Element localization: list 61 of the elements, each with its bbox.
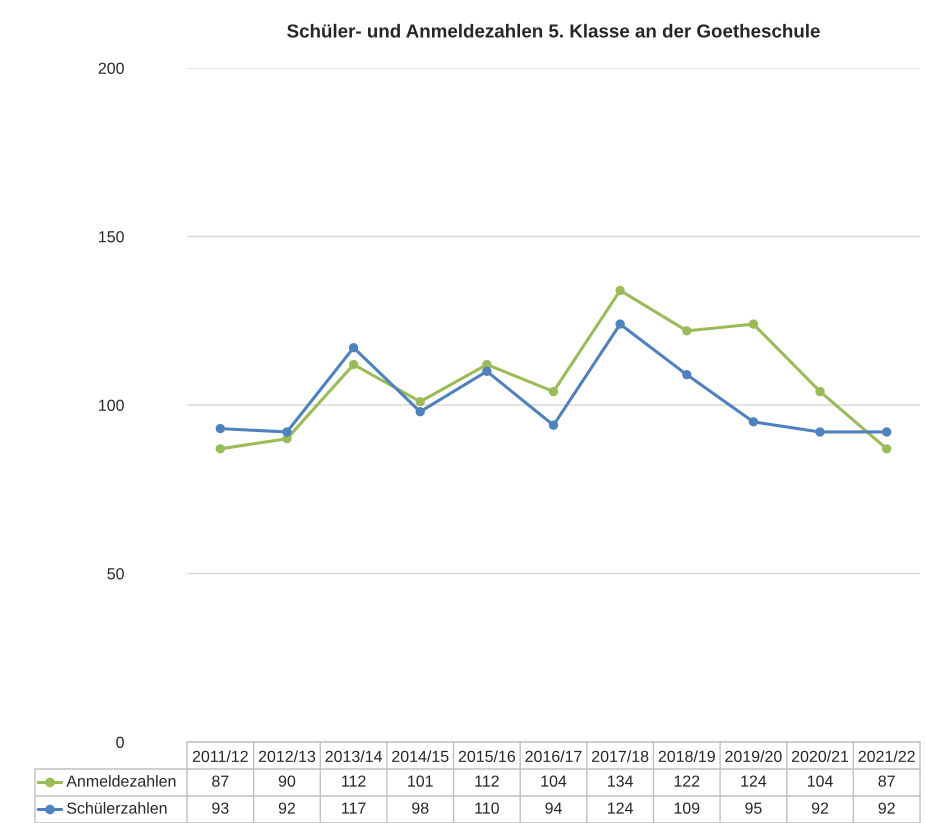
point	[416, 396, 425, 406]
point	[548, 386, 558, 396]
point	[882, 427, 892, 437]
data-label: 92	[812, 802, 828, 814]
legend-label: Anmeldezahlen	[66, 775, 176, 787]
data-label: 109	[674, 802, 700, 814]
data-label: 104	[808, 775, 833, 787]
data-label: 122	[674, 775, 700, 787]
x-tick-label: 2015/16	[458, 750, 516, 762]
point	[882, 444, 892, 454]
data-label: 93	[212, 802, 228, 814]
data-label: 87	[878, 775, 895, 787]
x-tick-label: 2014/15	[392, 750, 448, 762]
y-tick-label: 200	[98, 62, 124, 74]
point	[348, 360, 358, 370]
x-tick-label: 2017/18	[592, 750, 648, 762]
point	[748, 319, 758, 329]
point	[615, 286, 625, 296]
data-label: 112	[475, 775, 499, 787]
x-tick-label: 2011/12	[192, 750, 248, 762]
x-tick-label: 2013/14	[326, 750, 382, 762]
data-label: 124	[608, 802, 633, 814]
data-label: 112	[342, 775, 366, 787]
x-tick-label: 2020/21	[792, 750, 848, 762]
point	[815, 386, 825, 396]
y-tick-label: 100	[99, 400, 124, 411]
x-tick-label: 2019/20	[725, 750, 782, 762]
data-label: 134	[608, 775, 633, 787]
point	[348, 343, 358, 352]
data-label: 95	[745, 802, 762, 814]
point	[815, 427, 825, 437]
data-label: 110	[475, 802, 499, 814]
y-tick-label: 150	[99, 231, 124, 242]
x-tick-label: 2016/17	[525, 750, 582, 762]
point	[682, 370, 692, 380]
data-label: 92	[878, 802, 895, 814]
x-tick-label: 2018/19	[658, 750, 715, 762]
point	[548, 420, 558, 430]
y-tick-label: 50	[107, 568, 124, 580]
data-label: 94	[545, 802, 562, 814]
data-label: 92	[278, 802, 296, 814]
data-label: 98	[412, 802, 428, 814]
data-label: 124	[741, 775, 766, 787]
point	[416, 407, 425, 416]
point	[615, 319, 625, 329]
x-tick-label: 2021/22	[858, 750, 915, 762]
data-label: 90	[278, 775, 296, 787]
data-label: 117	[342, 802, 366, 814]
data-label: 87	[212, 775, 228, 787]
y-tick-label: 0	[116, 736, 124, 748]
point	[682, 326, 692, 336]
data-label: 104	[541, 775, 566, 787]
data-label: 101	[408, 775, 433, 787]
point	[216, 424, 226, 434]
point	[482, 366, 492, 376]
point	[282, 427, 292, 437]
point	[748, 417, 758, 427]
point	[216, 444, 226, 454]
legend-label: Schülerzahlen	[67, 802, 167, 814]
x-tick-label: 2012/13	[258, 750, 316, 762]
chart-title: Schüler- und Anmeldezahlen 5. Klasse an der Goetheschule	[287, 24, 820, 38]
